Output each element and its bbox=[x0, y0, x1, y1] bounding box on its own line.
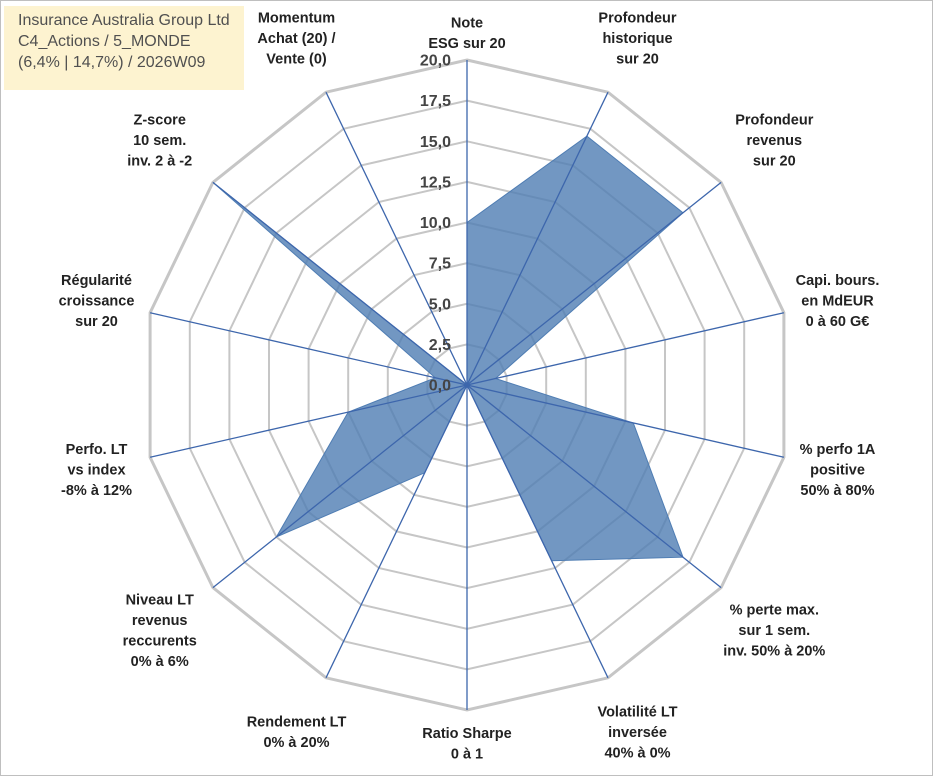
axis-label: Perfo. LT vs index -8% à 12% bbox=[61, 442, 132, 499]
axis-label: Ratio Sharpe 0 à 1 bbox=[422, 726, 511, 763]
info-box: Insurance Australia Group Ltd C4_Actions… bbox=[4, 6, 244, 90]
tick-label: 2,5 bbox=[429, 337, 451, 354]
axis-label-line: Ratio Sharpe bbox=[422, 726, 511, 742]
axis-label: Niveau LT revenus reccurents 0% à 6% bbox=[123, 592, 197, 670]
axis-label-line: sur 1 sem. bbox=[738, 623, 810, 639]
axis-spoke bbox=[325, 384, 468, 679]
axis-spoke bbox=[325, 91, 468, 386]
stock-name: Insurance Australia Group Ltd bbox=[18, 12, 230, 29]
axis-label: Z-score 10 sem. inv. 2 à -2 bbox=[127, 113, 192, 170]
axis-label-line: reccurents bbox=[123, 633, 197, 649]
axis-spoke bbox=[466, 181, 722, 386]
axis-label: Régularité croissance sur 20 bbox=[59, 273, 135, 330]
axis-label: Note ESG sur 20 bbox=[428, 16, 505, 53]
axis-label-line: sur 20 bbox=[616, 52, 659, 68]
tick-label: 15,0 bbox=[420, 134, 451, 151]
axis-label-line: Momentum bbox=[258, 11, 335, 27]
axis-spoke bbox=[212, 384, 468, 589]
axis-label-line: inv. 50% à 20% bbox=[723, 644, 825, 660]
radial-tick-labels: 0,0 2,5 5,0 7,5 10,0 12,5 15,0 17,5 20,0 bbox=[420, 53, 451, 395]
axis-label-line: Profondeur bbox=[598, 11, 676, 27]
axis-spoke bbox=[212, 181, 468, 386]
axis-label-line: positive bbox=[810, 463, 865, 479]
axis-label-line: 0% à 20% bbox=[263, 735, 329, 751]
axis-label-line: 0% à 6% bbox=[131, 654, 189, 670]
tick-label: 7,5 bbox=[429, 256, 451, 273]
tick-label: 10,0 bbox=[420, 215, 451, 232]
axis-label-line: Perfo. LT bbox=[66, 442, 128, 458]
axis-label-line: Profondeur bbox=[735, 113, 813, 129]
tick-label: 0,0 bbox=[429, 378, 451, 395]
axis-label-line: 50% à 80% bbox=[800, 483, 874, 499]
axis-label-line: sur 20 bbox=[75, 314, 118, 330]
axis-spoke bbox=[149, 312, 468, 386]
axis-label: Volatilité LT inversée 40% à 0% bbox=[597, 704, 677, 761]
axis-label-line: 10 sem. bbox=[133, 133, 186, 149]
axis-spoke bbox=[466, 384, 785, 458]
axis-label: % perfo 1A positive 50% à 80% bbox=[800, 442, 876, 499]
axis-label: Profondeur historique sur 20 bbox=[598, 11, 676, 68]
axis-label-line: inversée bbox=[608, 725, 667, 741]
axis-spokes bbox=[149, 60, 785, 710]
tick-label: 5,0 bbox=[429, 296, 451, 313]
axis-label-line: Vente (0) bbox=[266, 52, 327, 68]
axis-label-line: % perfo 1A bbox=[800, 442, 876, 458]
axis-spoke bbox=[466, 384, 609, 679]
axis-label-line: sur 20 bbox=[753, 154, 796, 170]
tick-label: 17,5 bbox=[420, 93, 451, 110]
axis-label-line: 0 à 60 G€ bbox=[806, 314, 870, 330]
axis-label-line: croissance bbox=[59, 293, 135, 309]
axis-label: % perte max. sur 1 sem. inv. 50% à 20% bbox=[723, 603, 825, 660]
axis-label-line: Volatilité LT bbox=[597, 704, 677, 720]
axis-label-line: revenus bbox=[746, 133, 802, 149]
axis-label-line: revenus bbox=[132, 613, 188, 629]
axis-label-line: 40% à 0% bbox=[604, 745, 670, 761]
axis-label-line: historique bbox=[602, 31, 672, 47]
axis-label-line: vs index bbox=[67, 463, 125, 479]
tick-label: 12,5 bbox=[420, 174, 451, 191]
axis-label-line: % perte max. bbox=[730, 603, 819, 619]
axis-label: Rendement LT 0% à 20% bbox=[247, 715, 347, 752]
axis-spoke bbox=[466, 91, 609, 386]
axis-label-line: Rendement LT bbox=[247, 715, 347, 731]
axis-label-line: inv. 2 à -2 bbox=[127, 154, 192, 170]
axis-label-line: en MdEUR bbox=[801, 293, 874, 309]
axis-label-line: Z-score bbox=[134, 113, 186, 129]
stock-category: C4_Actions / 5_MONDE bbox=[18, 33, 191, 50]
axis-labels: Note ESG sur 20 Profondeur historique sur 20… bbox=[59, 11, 880, 763]
axis-spoke bbox=[466, 384, 722, 589]
axis-spoke bbox=[149, 384, 468, 458]
axis-label-line: 0 à 1 bbox=[451, 747, 483, 763]
axis-label: Momentum Achat (20) / Vente (0) bbox=[257, 11, 335, 68]
axis-label-line: Capi. bours. bbox=[796, 273, 880, 289]
axis-label-line: -8% à 12% bbox=[61, 483, 132, 499]
axis-label-line: Achat (20) / bbox=[257, 31, 335, 47]
axis-label-line: Note bbox=[451, 16, 483, 32]
axis-label-line: Niveau LT bbox=[126, 592, 194, 608]
stock-stats: (6,4% | 14,7%) / 2026W09 bbox=[18, 54, 206, 71]
axis-label-line: ESG sur 20 bbox=[428, 36, 505, 52]
axis-label-line: Régularité bbox=[61, 273, 132, 289]
axis-spoke bbox=[466, 312, 785, 386]
axis-label: Profondeur revenus sur 20 bbox=[735, 113, 813, 170]
axis-label: Capi. bours. en MdEUR 0 à 60 G€ bbox=[796, 273, 880, 330]
tick-label: 20,0 bbox=[420, 53, 451, 70]
